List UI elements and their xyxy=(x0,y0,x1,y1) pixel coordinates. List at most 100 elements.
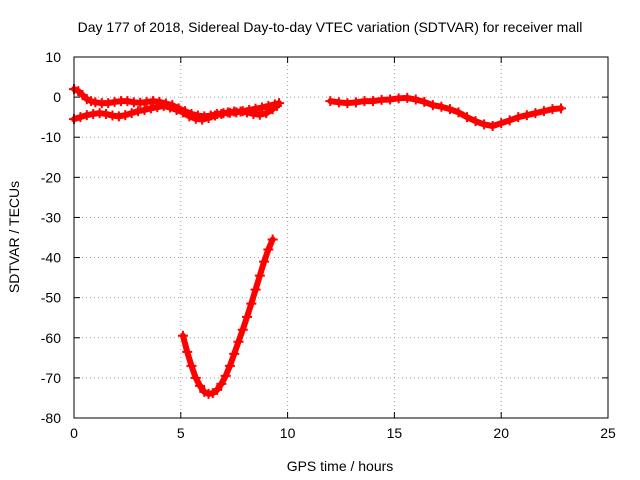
x-tick-label: 10 xyxy=(280,425,296,441)
series-upper-track-B xyxy=(69,100,282,125)
y-axis-label: SDTVAR / TECUs xyxy=(6,181,22,293)
data-point xyxy=(216,378,227,389)
data-point xyxy=(126,108,137,119)
y-tick-label: -80 xyxy=(41,410,61,426)
data-point xyxy=(197,114,208,125)
data-point xyxy=(376,94,387,105)
data-point xyxy=(113,111,124,122)
x-tick-label: 5 xyxy=(177,425,185,441)
data-point xyxy=(165,102,176,113)
data-point xyxy=(419,96,430,107)
data-point xyxy=(261,108,272,119)
data-point xyxy=(359,96,370,107)
data-point xyxy=(453,107,464,118)
data-point xyxy=(224,360,235,371)
data-point xyxy=(190,372,201,383)
data-point xyxy=(333,97,344,108)
data-point xyxy=(556,103,567,114)
data-point xyxy=(133,106,144,117)
data-point xyxy=(254,109,265,120)
data-point xyxy=(368,96,379,107)
data-point xyxy=(496,118,507,129)
data-point xyxy=(139,104,150,115)
plot-frame xyxy=(73,56,609,419)
data-point xyxy=(81,110,92,121)
data-point xyxy=(182,346,193,357)
y-tick-label: -70 xyxy=(41,370,61,386)
y-tick-label: -10 xyxy=(41,129,61,145)
data-point xyxy=(250,284,261,295)
x-axis-label: GPS time / hours xyxy=(287,458,394,474)
data-point xyxy=(233,336,244,347)
data-point xyxy=(103,98,114,109)
data-point xyxy=(242,107,253,118)
data-point xyxy=(259,256,270,267)
data-point xyxy=(122,96,133,107)
data-point xyxy=(479,119,490,130)
data-point xyxy=(246,298,257,309)
data-point xyxy=(487,120,498,131)
data-point xyxy=(254,270,265,281)
y-tick-label: -30 xyxy=(41,209,61,225)
grid xyxy=(74,57,608,418)
series-band xyxy=(179,236,276,397)
data-point xyxy=(410,94,421,105)
data-point xyxy=(158,100,169,111)
y-tick-label: 0 xyxy=(53,89,61,105)
data-point xyxy=(75,112,86,123)
data-point xyxy=(237,324,248,335)
data-point xyxy=(229,348,240,359)
data-point xyxy=(462,112,473,123)
data-point xyxy=(393,93,404,104)
data-point xyxy=(444,104,455,115)
data-point xyxy=(184,111,195,122)
chart-title: Day 177 of 2018, Sidereal Day-to-day VTE… xyxy=(78,19,583,35)
x-tick-label: 20 xyxy=(493,425,509,441)
data-point xyxy=(342,98,353,109)
data-point xyxy=(256,102,267,113)
data-point xyxy=(385,94,396,105)
data-point xyxy=(325,96,336,107)
data-point xyxy=(216,108,227,119)
y-tick-label: -60 xyxy=(41,330,61,346)
data-point xyxy=(177,107,188,118)
data-point xyxy=(242,311,253,322)
series-upper-track-C xyxy=(325,92,567,131)
data-point xyxy=(267,234,278,245)
data-point xyxy=(271,100,282,111)
x-tick-label: 15 xyxy=(387,425,403,441)
data-point xyxy=(521,110,532,121)
x-tick-label: 25 xyxy=(600,425,616,441)
data-point xyxy=(171,104,182,115)
y-tick-label: -20 xyxy=(41,169,61,185)
data-series xyxy=(69,84,567,399)
data-point xyxy=(513,112,524,123)
data-point xyxy=(212,384,223,395)
data-point xyxy=(470,116,481,127)
data-point xyxy=(120,110,131,121)
data-point xyxy=(209,110,220,121)
data-point xyxy=(145,103,156,114)
data-point xyxy=(152,102,163,113)
data-point xyxy=(195,380,206,391)
data-point xyxy=(436,101,447,112)
data-point xyxy=(203,112,214,123)
series-lower-track xyxy=(177,234,278,399)
axis-ticks: 0 5 10 15 20 25 10 0 -10 -20 -30 -40 -50 -60 -70 -80 xyxy=(41,49,616,441)
data-point xyxy=(350,97,361,108)
y-tick-label: -50 xyxy=(41,290,61,306)
x-tick-label: 0 xyxy=(70,425,78,441)
data-point xyxy=(538,106,549,117)
data-point xyxy=(530,108,541,119)
data-point xyxy=(263,244,274,255)
y-tick-label: -40 xyxy=(41,250,61,266)
data-point xyxy=(186,360,197,371)
data-point xyxy=(177,330,188,341)
y-tick-label: 10 xyxy=(45,49,61,65)
data-point xyxy=(547,104,558,115)
data-point xyxy=(402,92,413,103)
data-point xyxy=(220,370,231,381)
data-point xyxy=(504,115,515,126)
data-point xyxy=(427,100,438,111)
